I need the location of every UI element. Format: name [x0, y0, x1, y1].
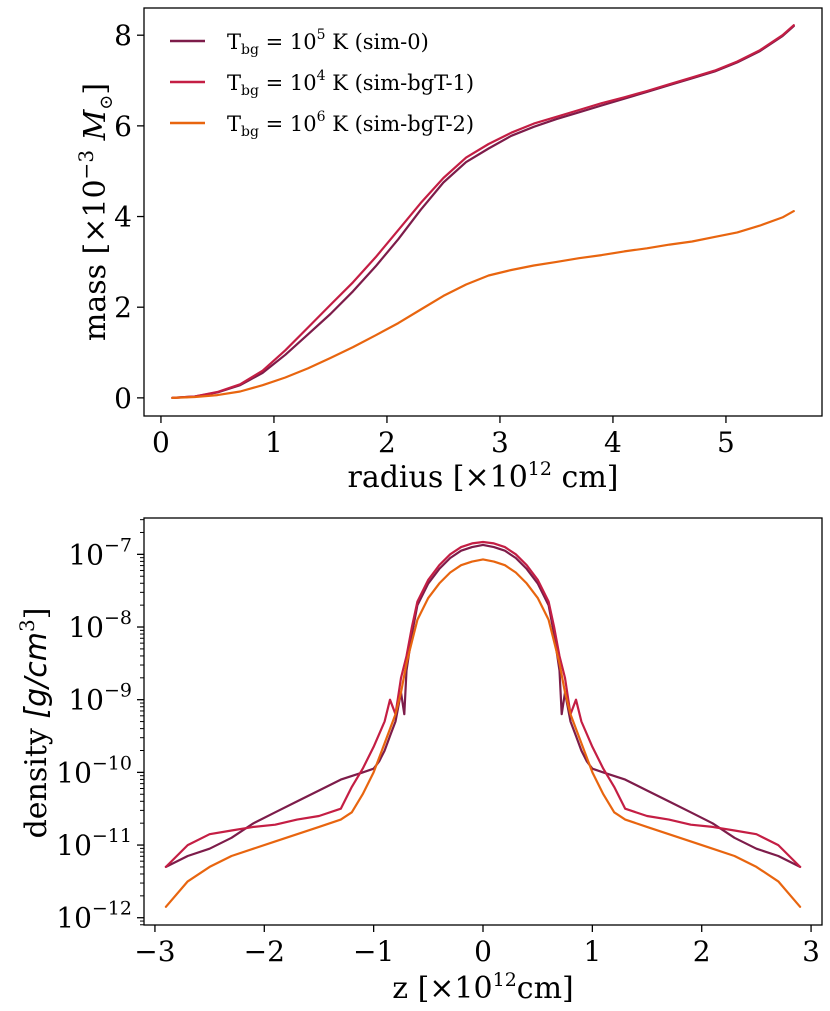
mass-radius-panel: 0 1 2 3 4 5 0 2 4 6 8 Tbg = 105 K (sim-0) Tbg = 1…: [74, 7, 823, 495]
bottom-plot-frame: [143, 517, 823, 926]
bottom-y-tick-label-0: 10−12: [56, 898, 132, 935]
bottom-series-group: [164, 540, 802, 908]
bottom-x-tick-label-6: 3: [802, 935, 820, 968]
bottom-x-tick-label-3: 0: [474, 935, 492, 968]
legend-label-sim-bgT-2: Tbg = 106 K (sim-bgT-2): [227, 109, 474, 140]
bottom-y-tick-label-5: 10−7: [68, 534, 132, 571]
top-y-axis-label: mass [×10−3 M⊙]: [74, 83, 117, 341]
bottom-x-tick-label-0: −3: [134, 935, 175, 968]
bottom-x-tick-label-4: 1: [583, 935, 601, 968]
top-series-group: [171, 24, 795, 399]
density-z-panel: −3 −2 −1 0 1 2 3 10−12 10−11 10−10 10−9 10−8 10−7 z…: [15, 517, 823, 1006]
top-x-tick-label-0: 0: [152, 426, 170, 459]
bottom-y-tick-label-2: 10−10: [56, 752, 132, 789]
top-y-tick-label-0: 0: [114, 382, 132, 415]
top-series-line-1: [171, 24, 795, 399]
top-x-tick-label-2: 2: [378, 426, 396, 459]
top-y-tick-label-1: 2: [114, 291, 132, 324]
legend-label-sim-bgT-1: Tbg = 104 K (sim-bgT-1): [227, 68, 474, 99]
bottom-series-line-0: [164, 543, 802, 868]
top-x-tick-label-1: 1: [265, 426, 283, 459]
legend: Tbg = 105 K (sim-0) Tbg = 104 K (sim-bgT…: [170, 27, 474, 140]
top-x-tick-label-3: 3: [491, 426, 509, 459]
bottom-y-tick-label-1: 10−11: [56, 825, 132, 862]
top-y-tick-label-3: 6: [114, 110, 132, 143]
top-plot-frame: [143, 7, 823, 417]
bottom-y-tick-label-3: 10−9: [68, 680, 132, 717]
top-series-line-2: [171, 210, 795, 399]
bottom-x-tick-label-2: −1: [353, 935, 394, 968]
top-x-tick-label-4: 4: [604, 426, 622, 459]
bottom-y-ticks: 10−12 10−11 10−10 10−9 10−8 10−7: [56, 519, 144, 935]
top-y-tick-label-2: 4: [114, 201, 132, 234]
bottom-x-ticks: −3 −2 −1 0 1 2 3: [134, 925, 820, 968]
top-x-tick-label-5: 5: [717, 426, 735, 459]
top-y-ticks: 0 2 4 6 8: [114, 19, 144, 415]
top-y-tick-label-4: 8: [114, 19, 132, 52]
bottom-x-tick-label-5: 2: [693, 935, 711, 968]
top-x-axis-label: radius [×1012 cm]: [348, 458, 619, 495]
bottom-x-axis-label: z [×1012cm]: [392, 969, 574, 1006]
bottom-series-line-1: [164, 540, 802, 868]
legend-label-sim-0: Tbg = 105 K (sim-0): [227, 27, 429, 58]
bottom-y-axis-label: density [g/cm3]: [15, 608, 54, 839]
bottom-y-tick-label-4: 10−8: [68, 607, 132, 644]
top-x-ticks: 0 1 2 3 4 5: [152, 416, 735, 459]
bottom-x-tick-label-1: −2: [244, 935, 285, 968]
bottom-series-line-2: [164, 558, 802, 908]
